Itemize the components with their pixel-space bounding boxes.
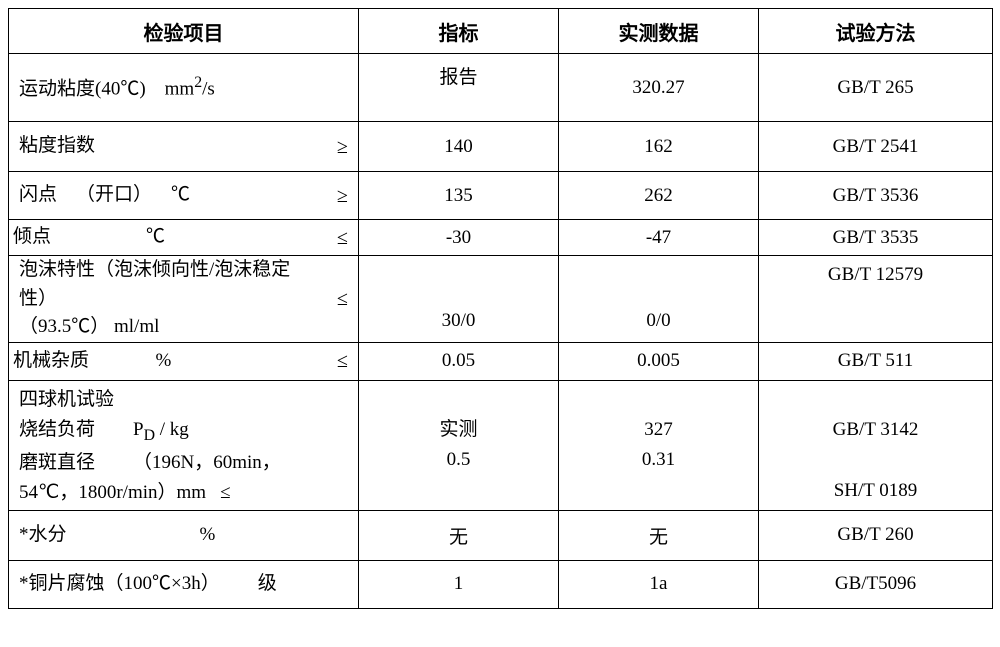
table-row: *水分 %无无GB/T 260 — [9, 510, 993, 560]
cell-item: 泡沫特性（泡沫倾向性/泡沫稳定性）（93.5℃） ml/ml≤ — [9, 256, 359, 343]
cell-target: 报告 — [359, 54, 559, 122]
cell-method: GB/T 3535 — [759, 220, 993, 256]
cell-target: 140 — [359, 122, 559, 172]
cell-target: 0.05 — [359, 342, 559, 380]
operator: ≥ — [318, 181, 348, 211]
table-row: 运动粘度(40℃) mm2/s报告320.27GB/T 265 — [9, 54, 993, 122]
table-row: 泡沫特性（泡沫倾向性/泡沫稳定性）（93.5℃） ml/ml≤30/00/0GB… — [9, 256, 993, 343]
cell-target: 1 — [359, 560, 559, 608]
table-row: 四球机试验烧结负荷 PD / kg磨斑直径 （196N，60min，54℃，18… — [9, 380, 993, 510]
cell-actual: 162 — [559, 122, 759, 172]
table-row: *铜片腐蚀（100℃×3h） 级11aGB/T5096 — [9, 560, 993, 608]
cell-actual: 0.005 — [559, 342, 759, 380]
cell-item: 倾点 ℃≤ — [9, 220, 359, 256]
cell-item: 粘度指数≥ — [9, 122, 359, 172]
cell-method: GB/T 511 — [759, 342, 993, 380]
cell-actual: -47 — [559, 220, 759, 256]
inspection-table: 检验项目 指标 实测数据 试验方法 运动粘度(40℃) mm2/s报告320.2… — [8, 8, 993, 609]
cell-actual: 262 — [559, 172, 759, 220]
cell-item: *水分 % — [9, 510, 359, 560]
cell-item: 闪点 （开口） ℃≥ — [9, 172, 359, 220]
cell-method: GB/T 3142 SH/T 0189 — [759, 380, 993, 510]
operator: ≤ — [318, 223, 348, 253]
operator: ≥ — [318, 132, 348, 162]
table-row: 粘度指数≥140162GB/T 2541 — [9, 122, 993, 172]
cell-actual: 1a — [559, 560, 759, 608]
table-row: 倾点 ℃≤-30-47GB/T 3535 — [9, 220, 993, 256]
table-row: 机械杂质 %≤0.050.005GB/T 511 — [9, 342, 993, 380]
header-actual: 实测数据 — [559, 9, 759, 54]
cell-method: GB/T 12579 — [759, 256, 993, 343]
header-item: 检验项目 — [9, 9, 359, 54]
cell-target: 实测0.5 — [359, 380, 559, 510]
table-row: 闪点 （开口） ℃≥135262GB/T 3536 — [9, 172, 993, 220]
cell-actual: 320.27 — [559, 54, 759, 122]
cell-item: *铜片腐蚀（100℃×3h） 级 — [9, 560, 359, 608]
cell-item: 机械杂质 %≤ — [9, 342, 359, 380]
cell-item: 运动粘度(40℃) mm2/s — [9, 54, 359, 122]
cell-target: 无 — [359, 510, 559, 560]
cell-method: GB/T 265 — [759, 54, 993, 122]
table-header-row: 检验项目 指标 实测数据 试验方法 — [9, 9, 993, 54]
cell-item: 四球机试验烧结负荷 PD / kg磨斑直径 （196N，60min，54℃，18… — [9, 380, 359, 510]
cell-target: 30/0 — [359, 256, 559, 343]
header-method: 试验方法 — [759, 9, 993, 54]
cell-actual: 3270.31 — [559, 380, 759, 510]
cell-method: GB/T 3536 — [759, 172, 993, 220]
operator: ≤ — [318, 346, 348, 376]
cell-actual: 0/0 — [559, 256, 759, 343]
cell-actual: 无 — [559, 510, 759, 560]
cell-method: GB/T5096 — [759, 560, 993, 608]
cell-target: 135 — [359, 172, 559, 220]
cell-target: -30 — [359, 220, 559, 256]
header-target: 指标 — [359, 9, 559, 54]
cell-method: GB/T 2541 — [759, 122, 993, 172]
cell-method: GB/T 260 — [759, 510, 993, 560]
operator: ≤ — [318, 284, 348, 314]
